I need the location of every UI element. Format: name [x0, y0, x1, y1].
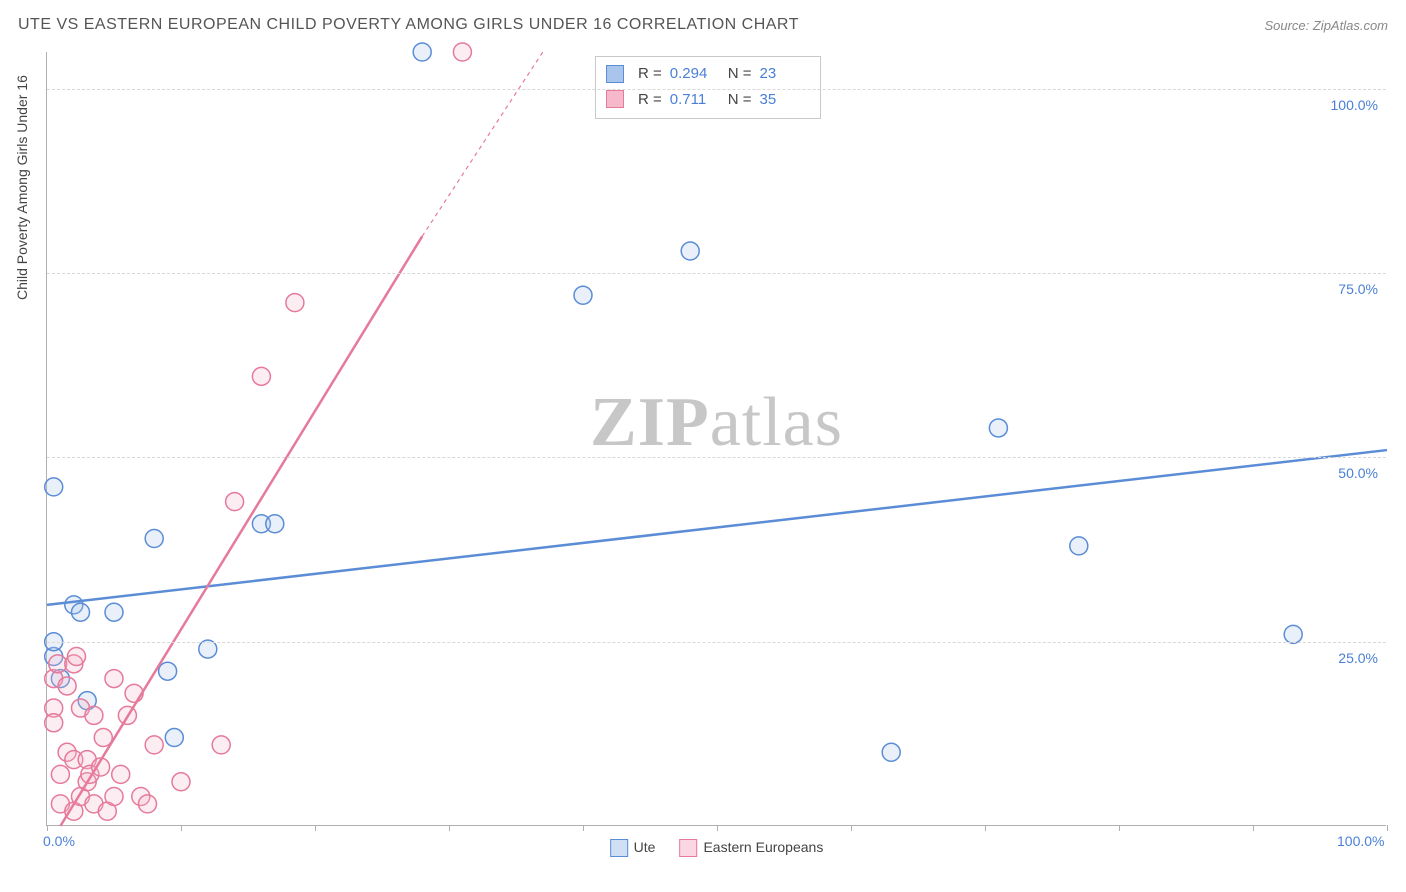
stats-legend-row: R = 0.711 N = 35	[606, 87, 810, 113]
data-point	[45, 478, 63, 496]
gridline	[47, 89, 1386, 90]
legend-swatch	[606, 90, 624, 108]
data-point	[252, 367, 270, 385]
stat-val-n: 23	[760, 61, 810, 87]
data-point	[105, 788, 123, 806]
plot-svg	[47, 52, 1386, 825]
y-tick-label: 50.0%	[1338, 465, 1378, 481]
trend-line	[47, 450, 1387, 605]
data-point	[72, 603, 90, 621]
legend-swatch	[606, 65, 624, 83]
gridline	[47, 642, 1386, 643]
data-point	[112, 765, 130, 783]
data-point	[413, 43, 431, 61]
x-tick	[985, 825, 986, 831]
data-point	[165, 729, 183, 747]
data-point	[286, 294, 304, 312]
bottom-legend: Ute Eastern Europeans	[610, 839, 824, 857]
data-point	[226, 493, 244, 511]
y-axis-label: Child Poverty Among Girls Under 16	[14, 75, 30, 300]
data-point	[139, 795, 157, 813]
x-tick	[851, 825, 852, 831]
data-point	[1070, 537, 1088, 555]
x-tick	[47, 825, 48, 831]
x-tick	[1387, 825, 1388, 831]
trend-line	[60, 236, 422, 826]
x-tick	[181, 825, 182, 831]
data-point	[67, 647, 85, 665]
data-point	[1284, 625, 1302, 643]
legend-label: Ute	[634, 839, 656, 855]
legend-item: Eastern Europeans	[679, 839, 823, 857]
y-tick-label: 75.0%	[1338, 281, 1378, 297]
chart-title: UTE VS EASTERN EUROPEAN CHILD POVERTY AM…	[18, 16, 799, 34]
y-tick-label: 25.0%	[1338, 650, 1378, 666]
data-point	[45, 714, 63, 732]
data-point	[105, 670, 123, 688]
x-tick-label: 0.0%	[43, 833, 75, 849]
gridline	[47, 273, 1386, 274]
data-point	[574, 286, 592, 304]
data-point	[145, 736, 163, 754]
data-point	[145, 530, 163, 548]
legend-swatch	[610, 839, 628, 857]
stat-val-r: 0.294	[670, 61, 720, 87]
stat-key: N =	[728, 87, 752, 113]
data-point	[199, 640, 217, 658]
gridline	[47, 457, 1386, 458]
trend-line-dashed	[422, 52, 543, 236]
x-tick	[449, 825, 450, 831]
x-tick	[583, 825, 584, 831]
x-tick	[1119, 825, 1120, 831]
data-point	[85, 706, 103, 724]
data-point	[681, 242, 699, 260]
stats-legend: R = 0.294 N = 23 R = 0.711 N = 35	[595, 56, 821, 119]
data-point	[212, 736, 230, 754]
x-tick	[315, 825, 316, 831]
data-point	[989, 419, 1007, 437]
stat-key: R =	[638, 87, 662, 113]
x-tick-label: 100.0%	[1337, 833, 1384, 849]
stat-key: N =	[728, 61, 752, 87]
stat-val-n: 35	[760, 87, 810, 113]
y-tick-label: 100.0%	[1331, 97, 1378, 113]
legend-swatch	[679, 839, 697, 857]
stat-val-r: 0.711	[670, 87, 720, 113]
legend-label: Eastern Europeans	[703, 839, 823, 855]
stats-legend-row: R = 0.294 N = 23	[606, 61, 810, 87]
data-point	[58, 677, 76, 695]
stat-key: R =	[638, 61, 662, 87]
x-tick	[1253, 825, 1254, 831]
data-point	[266, 515, 284, 533]
plot-area: ZIPatlas R =0.294N =23R =0.711N =35 UteE…	[46, 52, 1386, 826]
legend-item: Ute	[610, 839, 656, 857]
data-point	[159, 662, 177, 680]
source-attribution: Source: ZipAtlas.com	[1264, 18, 1388, 33]
data-point	[172, 773, 190, 791]
data-point	[51, 765, 69, 783]
data-point	[105, 603, 123, 621]
data-point	[882, 743, 900, 761]
data-point	[49, 655, 67, 673]
x-tick	[717, 825, 718, 831]
title-bar: UTE VS EASTERN EUROPEAN CHILD POVERTY AM…	[18, 16, 1388, 34]
data-point	[453, 43, 471, 61]
